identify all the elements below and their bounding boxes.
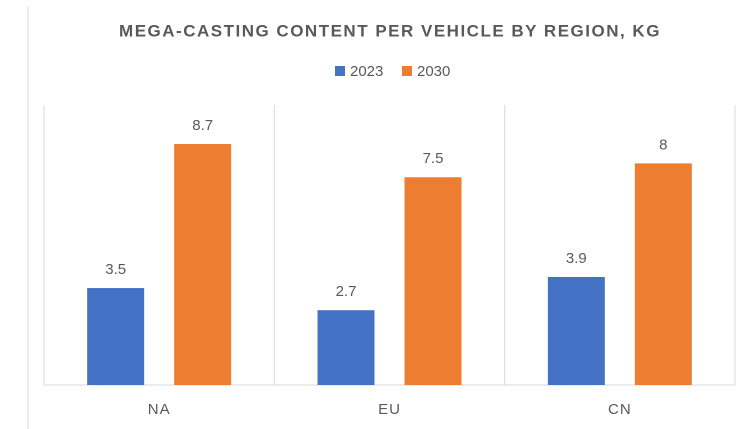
legend-swatch <box>402 66 412 76</box>
bar <box>634 163 692 385</box>
data-label: 8.7 <box>192 117 213 134</box>
data-label: 7.5 <box>423 150 444 167</box>
legend-label: 2023 <box>350 63 383 80</box>
bar <box>317 310 375 385</box>
data-label: 2.7 <box>336 283 357 300</box>
bar <box>174 144 232 385</box>
bar <box>547 276 605 385</box>
legend-swatch <box>335 66 345 76</box>
x-tick-label: CN <box>608 401 632 418</box>
legend-label: 2030 <box>417 63 450 80</box>
data-label: 3.9 <box>566 250 587 267</box>
x-tick-label: NA <box>148 401 171 418</box>
bar <box>87 288 145 385</box>
chart-title: MEGA-CASTING CONTENT PER VEHICLE BY REGI… <box>119 21 661 40</box>
bar <box>404 177 462 385</box>
x-tick-label: EU <box>378 401 401 418</box>
data-label: 3.5 <box>105 261 126 278</box>
data-label: 8 <box>659 136 667 153</box>
